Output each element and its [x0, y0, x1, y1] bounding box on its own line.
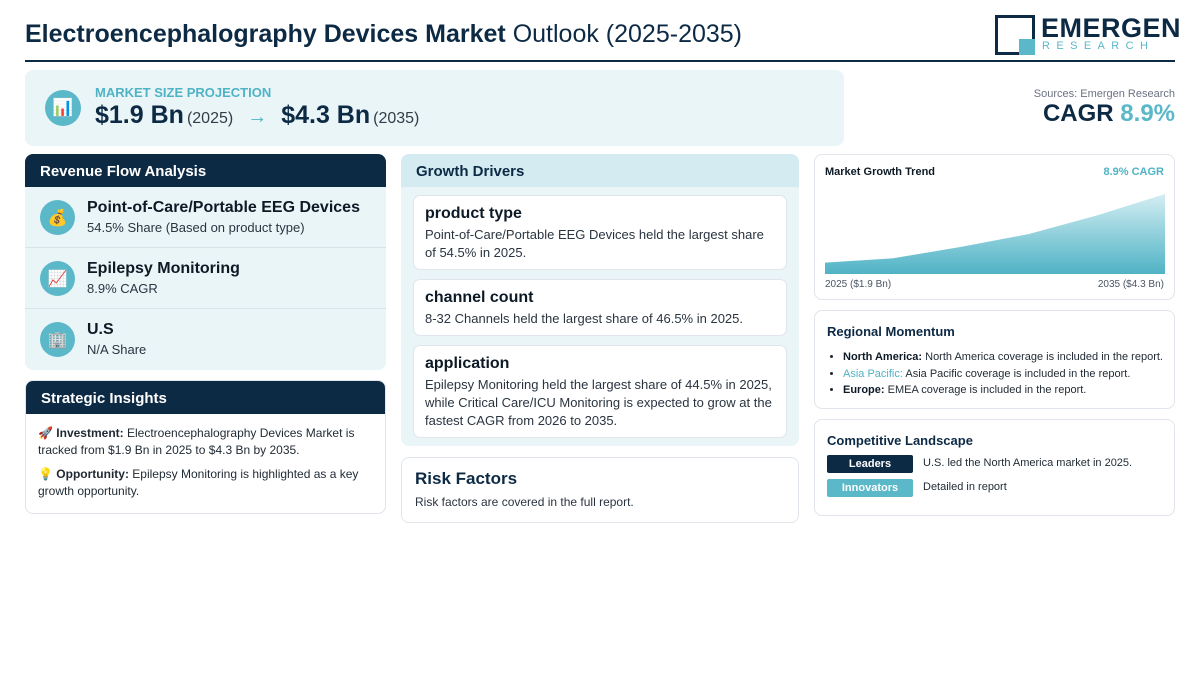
projection-start-year: (2025): [186, 110, 234, 127]
growth-area-chart: [825, 194, 1165, 274]
region-text: Asia Pacific coverage is included in the…: [905, 367, 1131, 380]
page-title-bold: Electroencephalography Devices Market: [25, 20, 506, 48]
trend-up-icon: 📈: [40, 261, 75, 296]
insight-text: Electroencephalography Devices Market is…: [38, 426, 355, 457]
driver-application: application Epilepsy Monitoring held the…: [413, 345, 787, 438]
revenue-flow-item: 💰 Point-of-Care/Portable EEG Devices 54.…: [25, 187, 386, 248]
cagr-summary: CAGR 8.9%: [1043, 100, 1175, 128]
sources-note: Sources: Emergen Research: [1033, 88, 1175, 100]
region-text: EMEA coverage is included in the report.: [887, 384, 1087, 396]
risk-factors-text: Risk factors are covered in the full rep…: [415, 495, 634, 509]
rocket-icon: 🚀: [38, 426, 53, 440]
region-item: North America: North America coverage is…: [843, 349, 1174, 366]
strategic-insights-body: 🚀 Investment: Electroencephalography Dev…: [26, 414, 385, 499]
revenue-item-subtitle: N/A Share: [87, 342, 147, 357]
bar-chart-icon: 📊: [45, 90, 81, 126]
cagr-label: CAGR: [1042, 100, 1114, 127]
driver-title: application: [425, 355, 510, 372]
trend-start-label: 2025 ($1.9 Bn): [825, 279, 892, 290]
competitive-landscape-title: Competitive Landscape: [827, 433, 973, 448]
region-item: Asia Pacific: Asia Pacific coverage is i…: [843, 366, 1174, 383]
growth-drivers-title: Growth Drivers: [401, 154, 799, 187]
logo-mark-icon: [995, 15, 1035, 55]
strategic-insights-card: Strategic Insights 🚀 Investment: Electro…: [25, 380, 386, 514]
region-list: North America: North America coverage is…: [827, 349, 1174, 399]
projection-end-value: $4.3 Bn: [281, 101, 371, 129]
driver-title: product type: [425, 205, 522, 222]
lightbulb-icon: 💡: [38, 467, 53, 481]
risk-factors-card: Risk Factors Risk factors are covered in…: [401, 457, 799, 523]
revenue-flow-item: 🏢 U.S N/A Share: [25, 309, 386, 370]
driver-title: channel count: [425, 289, 534, 306]
region-name: Europe:: [843, 384, 885, 396]
driver-product-type: product type Point-of-Care/Portable EEG …: [413, 195, 787, 270]
cagr-value: 8.9%: [1120, 100, 1175, 127]
arrow-right-icon: →: [247, 106, 268, 128]
competitor-text: U.S. led the North America market in 202…: [923, 457, 1133, 469]
page-header: Electroencephalography Devices Market Ou…: [25, 12, 1181, 62]
logo-sub-text: RESEARCH: [1042, 40, 1155, 52]
projection-start-value: $1.9 Bn: [95, 101, 184, 129]
growth-area-series: [825, 194, 1165, 274]
revenue-flow-card: Revenue Flow Analysis 💰 Point-of-Care/Po…: [25, 154, 386, 370]
strategic-insights-title: Strategic Insights: [26, 381, 385, 414]
risk-factors-title: Risk Factors: [415, 469, 518, 488]
regional-momentum-card: Regional Momentum North America: North A…: [814, 310, 1175, 409]
market-growth-trend-card: Market Growth Trend 8.9% CAGR 2025 ($1.9…: [814, 154, 1175, 300]
leaders-badge: Leaders: [827, 455, 913, 473]
building-icon: 🏢: [40, 322, 75, 357]
projection-label: MARKET SIZE PROJECTION: [95, 85, 272, 100]
trend-title: Market Growth Trend: [825, 166, 936, 178]
driver-text: Epilepsy Monitoring held the largest sha…: [425, 377, 772, 428]
trend-cagr: 8.9% CAGR: [1103, 166, 1164, 178]
revenue-item-subtitle: 8.9% CAGR: [87, 281, 158, 296]
competitor-row: Leaders U.S. led the North America marke…: [827, 455, 1174, 479]
driver-channel-count: channel count 8-32 Channels held the lar…: [413, 279, 787, 336]
insight-label: Opportunity:: [56, 467, 129, 481]
driver-text: 8-32 Channels held the largest share of …: [425, 311, 743, 326]
insight-text: Epilepsy Monitoring is highlighted as a …: [38, 467, 359, 498]
growth-drivers-card: Growth Drivers product type Point-of-Car…: [401, 154, 799, 446]
competitor-text: Detailed in report: [923, 481, 1007, 493]
region-name: North America:: [843, 351, 923, 363]
competitor-row: Innovators Detailed in report: [827, 479, 1174, 503]
insight-opportunity: 💡 Opportunity: Epilepsy Monitoring is hi…: [38, 466, 372, 499]
driver-text: Point-of-Care/Portable EEG Devices held …: [425, 227, 764, 260]
insight-investment: 🚀 Investment: Electroencephalography Dev…: [38, 425, 372, 458]
revenue-item-title: Epilepsy Monitoring: [87, 260, 240, 277]
projection-end-year: (2035): [373, 110, 420, 127]
regional-momentum-title: Regional Momentum: [827, 324, 955, 339]
revenue-flow-item: 📈 Epilepsy Monitoring 8.9% CAGR: [25, 248, 386, 309]
page-title: Electroencephalography Devices Market Ou…: [25, 20, 742, 49]
region-item: Europe: EMEA coverage is included in the…: [843, 382, 1174, 399]
revenue-flow-title: Revenue Flow Analysis: [25, 154, 386, 187]
page-title-rest: Outlook (2025-2035): [505, 20, 743, 48]
region-text: North America coverage is included in th…: [925, 351, 1163, 363]
revenue-item-title: Point-of-Care/Portable EEG Devices: [87, 199, 360, 216]
competitive-landscape-card: Competitive Landscape Leaders U.S. led t…: [814, 419, 1175, 516]
emergen-logo: EMERGEN RESEARCH: [995, 14, 1181, 56]
market-size-projection: 📊 MARKET SIZE PROJECTION $1.9 Bn (2025) → $…: [25, 70, 844, 146]
region-name: Asia Pacific:: [843, 367, 903, 380]
insight-label: Investment:: [56, 426, 124, 440]
innovators-badge: Innovators: [827, 479, 913, 497]
logo-main-text: EMERGEN: [1041, 13, 1182, 43]
money-bag-icon: 💰: [40, 200, 75, 235]
trend-end-label: 2035 ($4.3 Bn): [1097, 279, 1164, 290]
revenue-item-title: U.S: [87, 321, 114, 338]
revenue-item-subtitle: 54.5% Share (Based on product type): [87, 220, 305, 235]
projection-values: $1.9 Bn (2025) → $4.3 Bn (2035): [95, 101, 419, 130]
